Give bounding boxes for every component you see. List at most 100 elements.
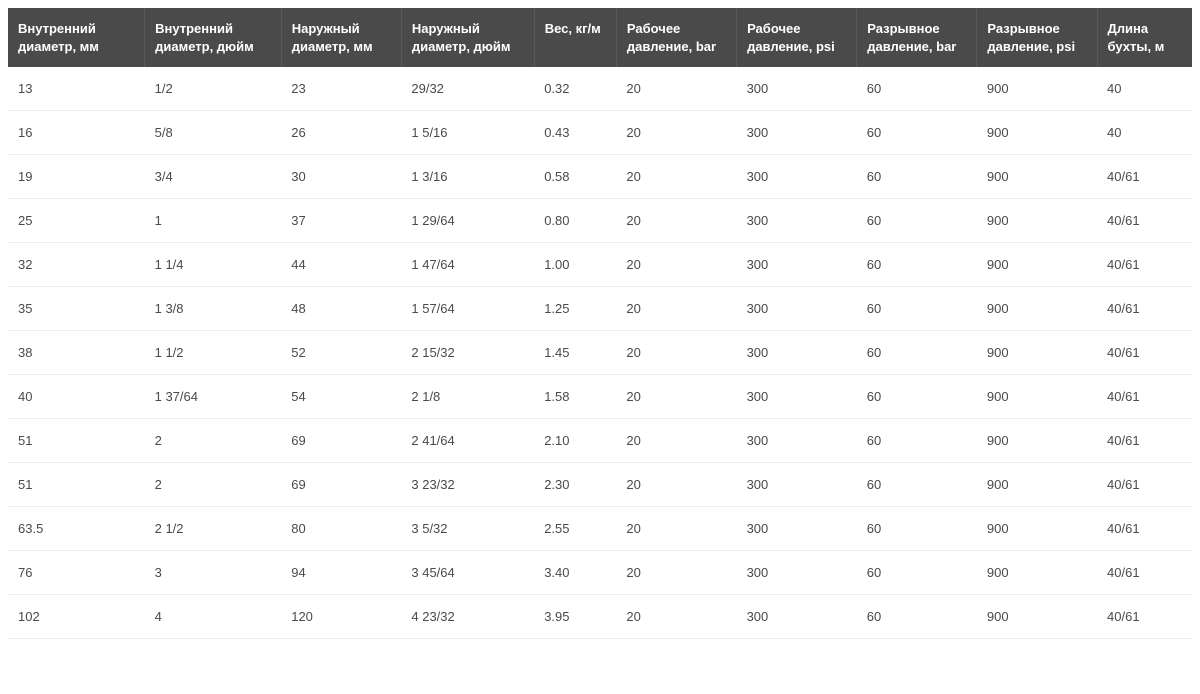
table-cell: 19 (8, 155, 145, 199)
table-cell: 900 (977, 463, 1097, 507)
table-cell: 20 (616, 419, 736, 463)
table-cell: 26 (281, 111, 401, 155)
table-cell: 20 (616, 331, 736, 375)
table-cell: 4 (145, 595, 282, 639)
table-cell: 300 (737, 507, 857, 551)
table-cell: 300 (737, 375, 857, 419)
table-cell: 2 1/8 (401, 375, 534, 419)
table-cell: 60 (857, 155, 977, 199)
table-cell: 38 (8, 331, 145, 375)
table-cell: 900 (977, 243, 1097, 287)
table-cell: 51 (8, 463, 145, 507)
table-body: 131/22329/320.32203006090040165/8261 5/1… (8, 67, 1192, 639)
table-cell: 40/61 (1097, 419, 1192, 463)
table-cell: 1 (145, 199, 282, 243)
table-cell: 102 (8, 595, 145, 639)
table-cell: 40/61 (1097, 463, 1192, 507)
table-row: 10241204 23/323.95203006090040/61 (8, 595, 1192, 639)
table-cell: 20 (616, 287, 736, 331)
table-cell: 25 (8, 199, 145, 243)
table-cell: 300 (737, 331, 857, 375)
table-cell: 40 (1097, 111, 1192, 155)
table-cell: 63.5 (8, 507, 145, 551)
table-cell: 60 (857, 595, 977, 639)
table-cell: 60 (857, 551, 977, 595)
col-header-weight: Вес, кг/м (534, 8, 616, 67)
spec-table: Внутренний диаметр, мм Внутренний диамет… (8, 8, 1192, 639)
table-cell: 40/61 (1097, 595, 1192, 639)
table-cell: 2 15/32 (401, 331, 534, 375)
table-row: 763943 45/643.40203006090040/61 (8, 551, 1192, 595)
table-cell: 40/61 (1097, 375, 1192, 419)
table-cell: 300 (737, 595, 857, 639)
table-cell: 4 23/32 (401, 595, 534, 639)
table-cell: 300 (737, 67, 857, 111)
table-cell: 1 3/16 (401, 155, 534, 199)
table-row: 165/8261 5/160.43203006090040 (8, 111, 1192, 155)
table-cell: 120 (281, 595, 401, 639)
table-cell: 900 (977, 155, 1097, 199)
table-cell: 1.45 (534, 331, 616, 375)
table-cell: 900 (977, 595, 1097, 639)
table-cell: 1/2 (145, 67, 282, 111)
table-row: 351 3/8481 57/641.25203006090040/61 (8, 287, 1192, 331)
col-header-work-press-bar: Рабочее давление, bar (616, 8, 736, 67)
table-cell: 29/32 (401, 67, 534, 111)
table-cell: 20 (616, 155, 736, 199)
table-cell: 69 (281, 419, 401, 463)
table-cell: 80 (281, 507, 401, 551)
table-cell: 1.00 (534, 243, 616, 287)
table-cell: 37 (281, 199, 401, 243)
table-cell: 69 (281, 463, 401, 507)
table-cell: 1 1/4 (145, 243, 282, 287)
table-cell: 60 (857, 199, 977, 243)
table-cell: 300 (737, 463, 857, 507)
table-cell: 300 (737, 111, 857, 155)
table-cell: 0.32 (534, 67, 616, 111)
table-row: 63.52 1/2803 5/322.55203006090040/61 (8, 507, 1192, 551)
table-cell: 3.95 (534, 595, 616, 639)
table-cell: 300 (737, 199, 857, 243)
table-cell: 3 23/32 (401, 463, 534, 507)
table-row: 512693 23/322.30203006090040/61 (8, 463, 1192, 507)
table-cell: 3 5/32 (401, 507, 534, 551)
table-cell: 40 (8, 375, 145, 419)
col-header-outer-dia-mm: Наружный диаметр, мм (281, 8, 401, 67)
table-row: 251371 29/640.80203006090040/61 (8, 199, 1192, 243)
table-cell: 44 (281, 243, 401, 287)
col-header-inner-dia-inch: Внутренний диаметр, дюйм (145, 8, 282, 67)
table-cell: 900 (977, 419, 1097, 463)
table-cell: 60 (857, 67, 977, 111)
table-header: Внутренний диаметр, мм Внутренний диамет… (8, 8, 1192, 67)
table-cell: 40/61 (1097, 287, 1192, 331)
table-cell: 0.58 (534, 155, 616, 199)
table-cell: 300 (737, 287, 857, 331)
table-header-row: Внутренний диаметр, мм Внутренний диамет… (8, 8, 1192, 67)
table-cell: 3 45/64 (401, 551, 534, 595)
table-cell: 1.58 (534, 375, 616, 419)
col-header-coil-length: Длина бухты, м (1097, 8, 1192, 67)
table-cell: 2.30 (534, 463, 616, 507)
table-cell: 94 (281, 551, 401, 595)
table-cell: 300 (737, 551, 857, 595)
table-row: 131/22329/320.32203006090040 (8, 67, 1192, 111)
col-header-outer-dia-inch: Наружный диаметр, дюйм (401, 8, 534, 67)
table-cell: 900 (977, 375, 1097, 419)
table-cell: 1.25 (534, 287, 616, 331)
table-cell: 48 (281, 287, 401, 331)
table-cell: 1 47/64 (401, 243, 534, 287)
table-cell: 2 41/64 (401, 419, 534, 463)
table-cell: 60 (857, 463, 977, 507)
table-cell: 60 (857, 419, 977, 463)
table-cell: 1 37/64 (145, 375, 282, 419)
col-header-work-press-psi: Рабочее давление, psi (737, 8, 857, 67)
table-cell: 3/4 (145, 155, 282, 199)
table-cell: 54 (281, 375, 401, 419)
table-row: 321 1/4441 47/641.00203006090040/61 (8, 243, 1192, 287)
table-cell: 40/61 (1097, 331, 1192, 375)
table-cell: 20 (616, 67, 736, 111)
table-cell: 2.10 (534, 419, 616, 463)
table-cell: 300 (737, 419, 857, 463)
col-header-inner-dia-mm: Внутренний диаметр, мм (8, 8, 145, 67)
table-cell: 900 (977, 67, 1097, 111)
